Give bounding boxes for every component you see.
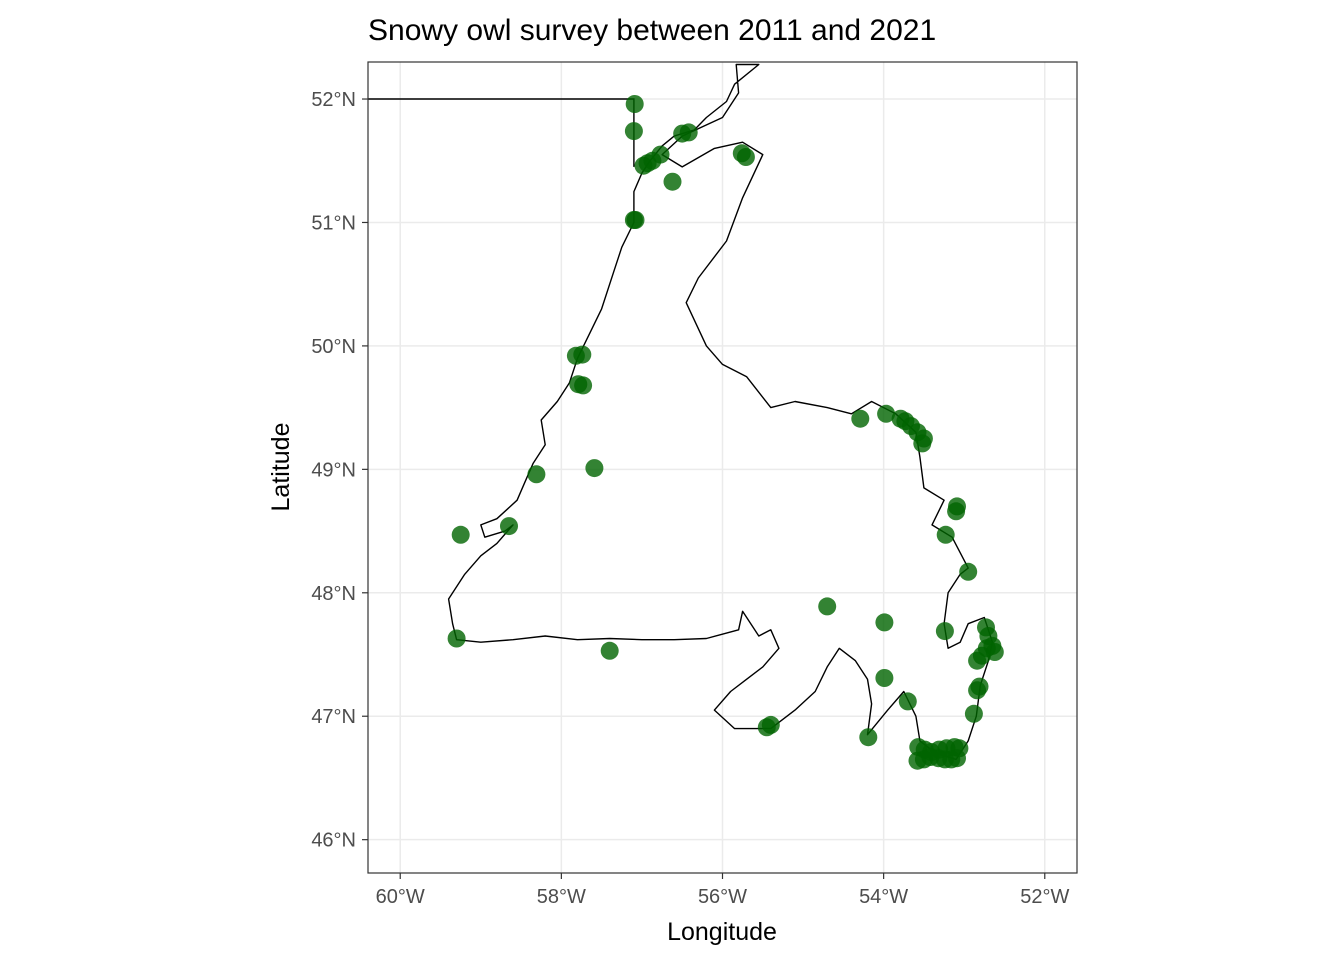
y-tick-label: 51°N xyxy=(311,212,356,234)
owl-sighting-point xyxy=(964,704,983,723)
owl-sighting-point xyxy=(875,669,894,687)
owl-sighting-point xyxy=(574,376,593,395)
owl-sighting-point xyxy=(936,525,955,544)
x-tick-label: 60°W xyxy=(376,886,425,908)
owl-sighting-point xyxy=(527,465,546,484)
owl-sighting-point xyxy=(736,148,755,166)
owl-sighting-point xyxy=(585,459,604,478)
owl-sighting-point xyxy=(851,409,870,428)
x-tick-label: 54°W xyxy=(859,886,908,908)
x-axis-title: Longitude xyxy=(667,918,777,946)
owl-sighting-point xyxy=(818,597,837,616)
owl-sighting-point xyxy=(968,651,987,670)
owl-sighting-point xyxy=(913,434,932,453)
survey-points xyxy=(447,95,1004,770)
owl-sighting-point xyxy=(948,749,966,768)
owl-sighting-point xyxy=(447,629,466,648)
owl-sighting-point xyxy=(573,345,592,364)
owl-sighting-point xyxy=(624,211,643,229)
y-tick-label: 52°N xyxy=(311,89,356,111)
owl-sighting-point xyxy=(451,525,470,544)
y-tick-label: 47°N xyxy=(311,706,356,728)
x-tick-label: 52°W xyxy=(1020,886,1069,908)
grid-lines xyxy=(368,62,1077,873)
owl-sighting-point xyxy=(663,172,682,191)
newfoundland-coastline xyxy=(447,63,994,761)
y-axis-title: Latitude xyxy=(267,423,295,512)
owl-sighting-point xyxy=(757,718,776,737)
owl-sighting-point xyxy=(500,517,518,536)
x-axis-ticks: 60°W 58°W 56°W 54°W 52°W xyxy=(376,873,1069,908)
x-tick-label: 56°W xyxy=(698,886,747,908)
y-tick-label: 50°N xyxy=(311,336,356,358)
x-tick-label: 58°W xyxy=(537,886,586,908)
owl-sighting-point xyxy=(935,622,954,641)
y-tick-label: 48°N xyxy=(311,583,356,605)
chart-title: Snowy owl survey between 2011 and 2021 xyxy=(368,14,936,47)
labrador-border xyxy=(368,98,635,167)
owl-sighting-point xyxy=(634,156,653,175)
owl-sighting-point xyxy=(959,562,978,581)
owl-sighting-point xyxy=(625,95,644,113)
owl-sighting-point xyxy=(624,122,643,141)
y-tick-label: 49°N xyxy=(311,459,356,481)
owl-sighting-point xyxy=(877,404,896,423)
y-tick-label: 46°N xyxy=(311,830,356,852)
owl-sighting-point xyxy=(875,613,894,632)
owl-sighting-point xyxy=(968,681,987,700)
y-axis-ticks: 46°N 47°N 48°N 49°N 50°N 51°N 52°N xyxy=(311,89,368,852)
owl-sighting-point xyxy=(859,728,878,747)
owl-sighting-point xyxy=(679,123,698,142)
owl-sighting-point xyxy=(947,502,966,521)
owl-sighting-point xyxy=(600,641,619,660)
owl-sighting-point xyxy=(898,692,917,711)
